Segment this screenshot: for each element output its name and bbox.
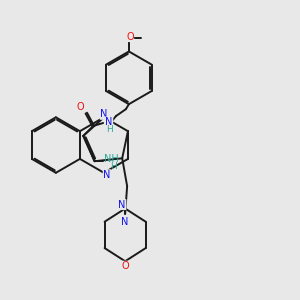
Text: N: N — [122, 217, 129, 227]
Text: NH: NH — [104, 154, 119, 164]
Text: O: O — [76, 102, 84, 112]
Text: O: O — [126, 32, 134, 42]
Text: N: N — [100, 109, 108, 119]
Text: N: N — [105, 117, 113, 127]
Text: N: N — [103, 170, 111, 180]
Text: N: N — [118, 200, 126, 210]
Text: O: O — [121, 261, 129, 271]
Text: H: H — [106, 125, 112, 134]
Text: H: H — [110, 162, 117, 171]
